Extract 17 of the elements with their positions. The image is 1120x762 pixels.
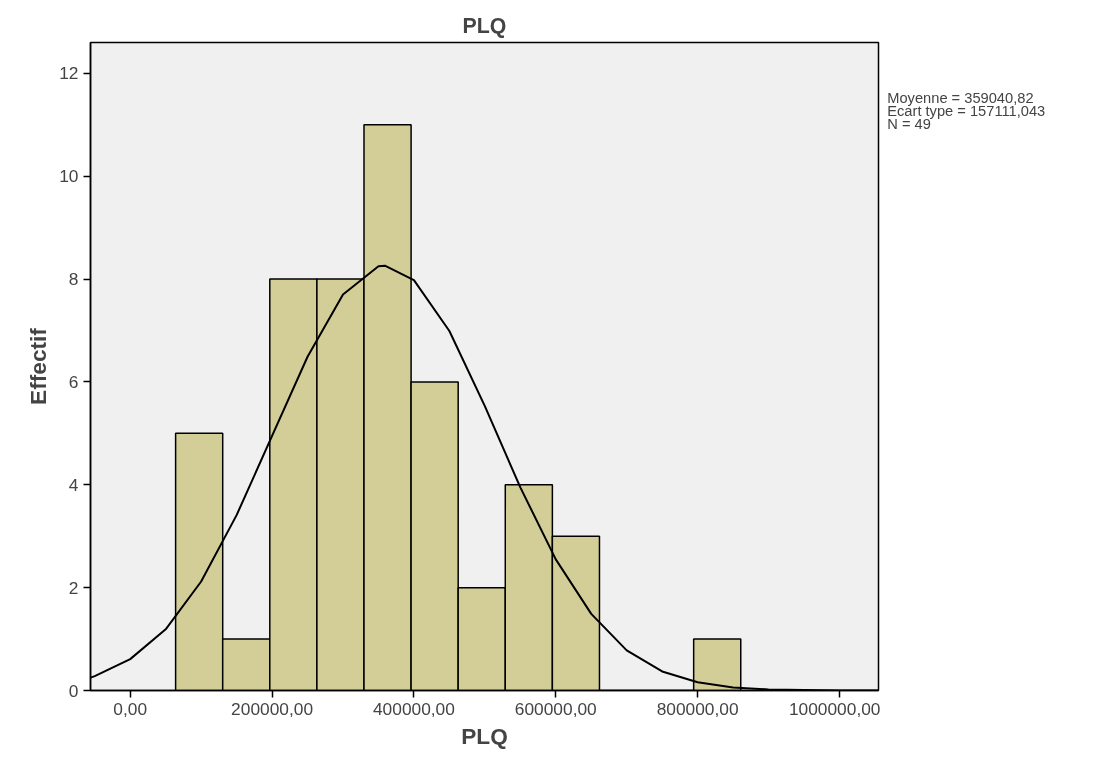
y-tick-label: 6 (68, 371, 79, 392)
x-tick-label: 800000,00 (656, 698, 739, 719)
chart-title: PLQ (462, 13, 507, 38)
x-tick-label: 600000,00 (514, 698, 597, 719)
y-tick-label: 4 (68, 474, 79, 495)
y-tick-label: 8 (68, 269, 79, 290)
y-tick-label: 0 (68, 680, 79, 701)
y-tick-label: 12 (59, 63, 79, 84)
y-tick-label: 2 (68, 577, 79, 598)
x-tick-label: 200000,00 (231, 698, 314, 719)
y-axis-title: Effectif (25, 327, 52, 405)
x-tick-label: 1000000,00 (788, 698, 881, 719)
x-tick-label: 0,00 (113, 698, 148, 719)
text: N = 49 (887, 116, 931, 133)
x-axis-title: PLQ (461, 722, 508, 749)
x-tick-label: 400000,00 (372, 698, 455, 719)
y-tick-label: 10 (59, 166, 79, 187)
